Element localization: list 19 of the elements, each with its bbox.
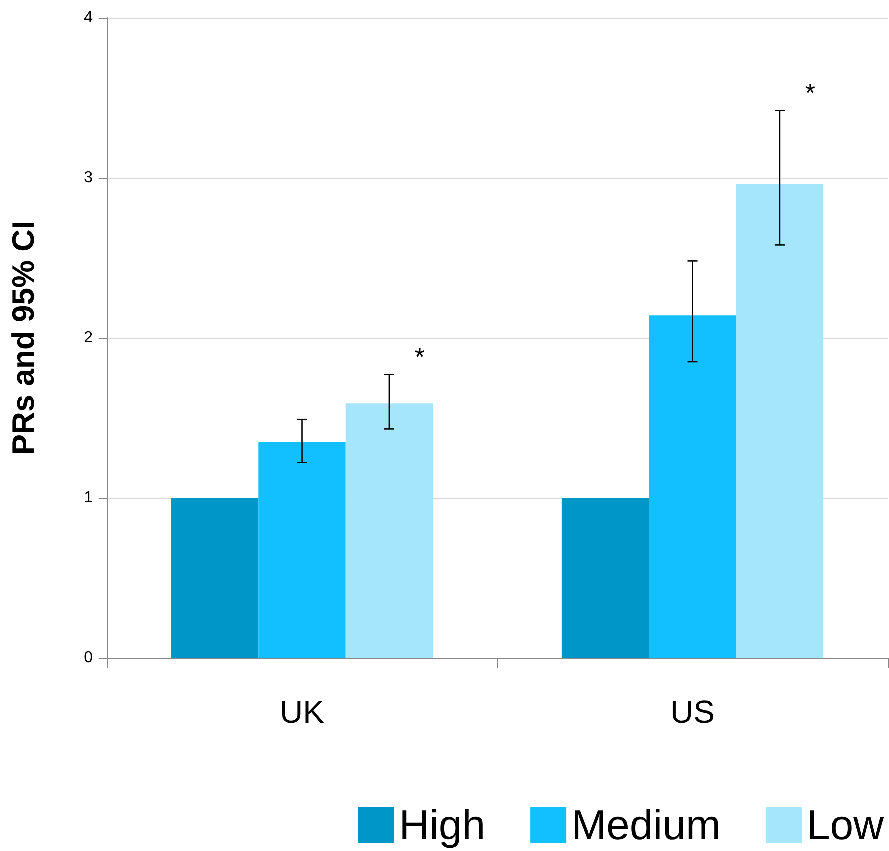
bar xyxy=(562,498,650,658)
x-tick-label: UK xyxy=(280,694,324,730)
y-tick-label: 0 xyxy=(84,650,94,666)
bar xyxy=(258,442,346,658)
annotation: * xyxy=(805,78,816,108)
legend-label: Low xyxy=(806,802,885,848)
y-axis-title: PRs and 95% CI xyxy=(6,220,41,456)
y-tick-label: 3 xyxy=(84,170,94,186)
bar xyxy=(736,184,824,658)
legend-label: Medium xyxy=(572,802,721,848)
annotation: * xyxy=(414,342,426,372)
bar xyxy=(346,404,434,658)
y-tick-label: 2 xyxy=(84,330,94,346)
legend-label: High xyxy=(399,802,486,848)
bar xyxy=(171,498,259,658)
bar xyxy=(649,316,736,658)
y-tick-label: 1 xyxy=(84,490,94,506)
x-tick-label: US xyxy=(670,694,715,730)
y-tick-label: 4 xyxy=(84,10,94,26)
